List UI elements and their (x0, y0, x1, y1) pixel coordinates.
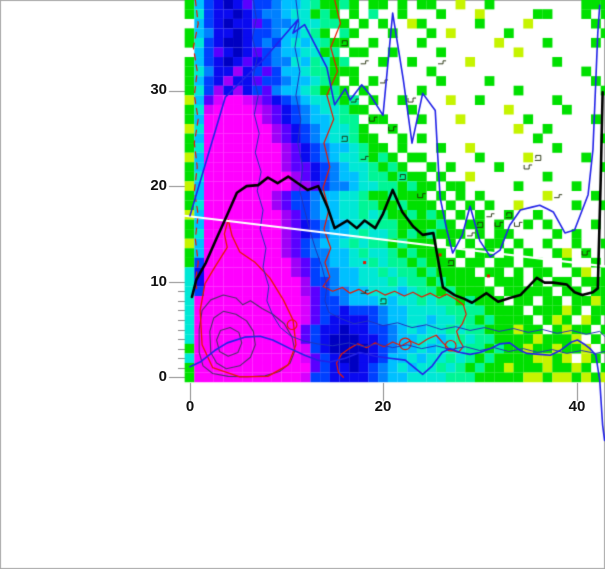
y-axis-tick-label-30: 30 (150, 81, 167, 98)
y-axis-tick-label-20: 20 (150, 177, 167, 194)
y-axis-tick-label-0: 0 (158, 368, 167, 385)
y-axis-tick-label-10: 10 (150, 273, 167, 290)
x-axis-tick-label-20: 20 (374, 398, 392, 415)
x-axis-tick-label-0: 0 (185, 398, 195, 415)
x-axis-tick-label-40: 40 (568, 398, 586, 415)
